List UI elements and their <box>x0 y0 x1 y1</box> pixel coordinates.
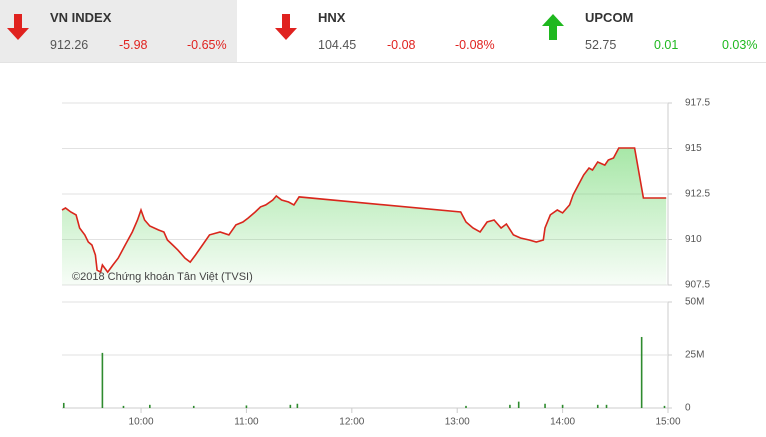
volume-bar <box>544 403 546 408</box>
index-tile[interactable]: VN INDEX 912.26 -5.98 -0.65% <box>0 0 237 62</box>
down-arrow <box>7 14 29 40</box>
x-tick-label: 15:00 <box>655 417 680 428</box>
index-pct: -0.65% <box>187 38 227 52</box>
y-tick-label: 912.5 <box>685 189 710 200</box>
header-divider <box>0 62 766 63</box>
x-tick-label: 11:00 <box>234 417 259 428</box>
up-arrow <box>542 14 564 40</box>
y-tick-label: 50M <box>685 297 704 308</box>
index-value: 104.45 <box>318 38 357 52</box>
down-arrow <box>275 14 297 40</box>
index-value: 52.75 <box>585 38 617 52</box>
volume-bar <box>101 352 104 408</box>
index-change: -0.08 <box>387 38 416 52</box>
index-tile[interactable]: HNX 104.45 -0.08 -0.08% <box>268 0 523 62</box>
volume-bar <box>245 405 248 408</box>
volume-bar <box>640 336 643 408</box>
volume-bar <box>149 404 151 408</box>
x-tick-label: 14:00 <box>550 417 575 428</box>
index-value: 912.26 <box>50 38 89 52</box>
volume-bar <box>296 403 299 408</box>
index-change: 0.01 <box>654 38 679 52</box>
y-tick-label: 915 <box>685 143 702 154</box>
volume-bar <box>465 405 467 408</box>
volume-bar <box>605 404 608 408</box>
volume-bar <box>561 404 564 408</box>
y-tick-label: 25M <box>685 350 704 361</box>
volume-bar <box>663 405 666 408</box>
index-pct: 0.03% <box>722 38 758 52</box>
area-fill <box>62 148 667 285</box>
volume-bar <box>289 404 292 408</box>
volume-bar <box>517 401 520 408</box>
x-tick-label: 13:00 <box>445 417 470 428</box>
y-tick-label: 917.5 <box>685 98 710 109</box>
index-pct: -0.08% <box>455 38 495 52</box>
x-tick-label: 12:00 <box>339 417 364 428</box>
watermark: ©2018 Chứng khoán Tân Việt (TVSI) <box>72 271 253 283</box>
y-tick-label: 907.5 <box>685 280 710 291</box>
arrow-shape <box>275 14 297 40</box>
index-name: VN INDEX <box>50 10 112 25</box>
index-tile[interactable]: UPCOM 52.75 0.01 0.03% <box>535 0 766 62</box>
price-line <box>61 147 667 274</box>
volume-bar <box>192 405 195 408</box>
arrow-shape <box>542 14 564 40</box>
volume-bar <box>509 404 511 408</box>
x-tick-label: 10:00 <box>129 417 154 428</box>
y-tick-label: 0 <box>685 403 691 414</box>
index-name: HNX <box>318 10 346 25</box>
arrow-shape <box>7 14 29 40</box>
index-name: UPCOM <box>585 10 634 25</box>
volume-bar <box>62 402 65 408</box>
volume-bar <box>596 404 599 408</box>
y-tick-label: 910 <box>685 234 702 245</box>
index-change: -5.98 <box>119 38 148 52</box>
volume-bar <box>122 405 125 408</box>
